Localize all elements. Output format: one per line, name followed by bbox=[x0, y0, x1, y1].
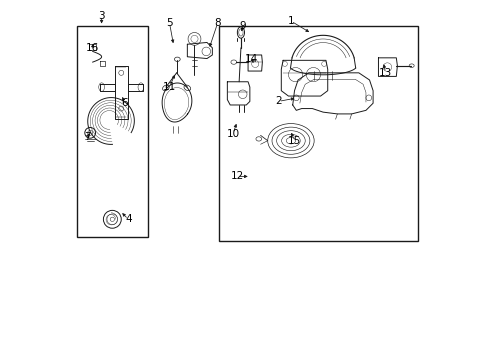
Text: 8: 8 bbox=[214, 18, 221, 28]
Text: 9: 9 bbox=[239, 21, 245, 31]
Bar bbox=[77, 26, 148, 237]
Text: 3: 3 bbox=[98, 11, 105, 21]
Text: 5: 5 bbox=[166, 18, 172, 28]
Text: 11: 11 bbox=[163, 82, 176, 92]
Text: 16: 16 bbox=[86, 43, 99, 53]
Text: 10: 10 bbox=[226, 129, 239, 139]
Text: 2: 2 bbox=[275, 96, 281, 107]
Text: 14: 14 bbox=[244, 54, 258, 64]
Text: 15: 15 bbox=[287, 136, 301, 146]
Text: 13: 13 bbox=[378, 68, 391, 78]
Text: 6: 6 bbox=[122, 98, 128, 108]
Text: 4: 4 bbox=[125, 214, 131, 224]
Text: 1: 1 bbox=[287, 16, 294, 26]
Bar bbox=[219, 26, 417, 241]
Text: 7: 7 bbox=[84, 132, 90, 142]
Text: 12: 12 bbox=[230, 171, 244, 181]
